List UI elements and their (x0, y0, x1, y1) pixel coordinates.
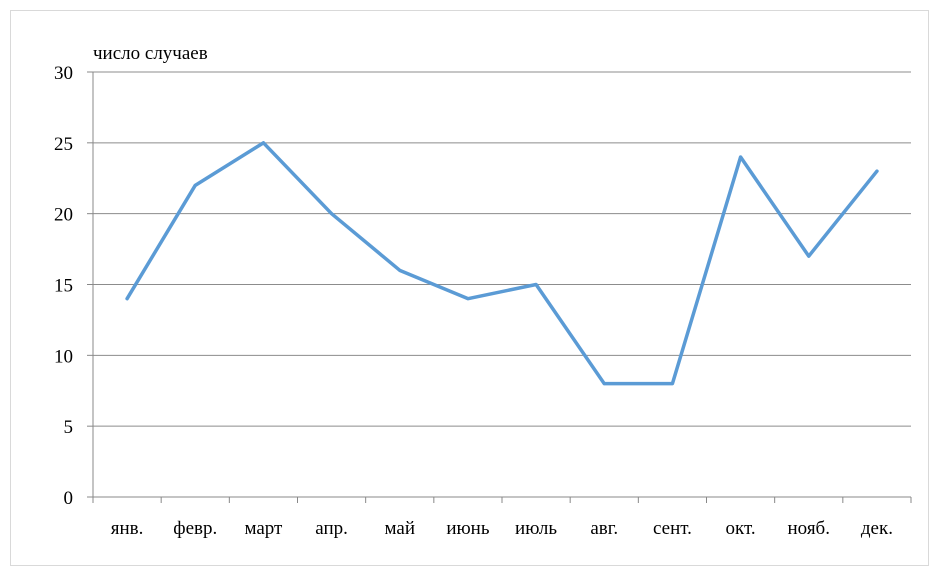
y-tick-label: 10 (54, 346, 73, 367)
y-tick-label: 15 (54, 276, 73, 297)
x-tick-label: март (244, 518, 283, 539)
x-tick-label: июнь (446, 518, 490, 539)
x-tick-label: июль (515, 518, 557, 539)
y-tick-label: 0 (64, 488, 74, 509)
data-point (261, 141, 265, 145)
x-tick-label: апр. (315, 518, 348, 539)
data-point (398, 268, 402, 272)
data-point (602, 382, 606, 386)
y-axis-tick-labels: 0 5 10 15 20 25 30 (54, 63, 73, 509)
x-axis-tick-labels: янв. февр. март апр. май июнь июль авг. сент. окт… (111, 518, 893, 539)
data-point (330, 212, 334, 216)
data-point (193, 183, 197, 187)
x-tick-label: янв. (111, 518, 144, 539)
x-tick-label: сент. (653, 518, 692, 539)
x-tick-label: февр. (173, 518, 217, 539)
y-axis-title: число случаев (93, 43, 208, 64)
x-tick-label: май (385, 518, 416, 539)
y-tick-label: 20 (54, 205, 73, 226)
data-point (466, 297, 470, 301)
x-tick-label: дек. (861, 518, 893, 539)
data-point (875, 169, 879, 173)
data-point (125, 297, 129, 301)
data-point (534, 283, 538, 286)
gridlines (87, 71, 912, 503)
x-tick-label: авг. (590, 518, 618, 539)
data-point (670, 382, 674, 386)
data-point (807, 254, 811, 258)
y-tick-label: 25 (54, 134, 73, 155)
y-tick-label: 30 (54, 63, 73, 84)
x-tick-label: нояб. (788, 518, 830, 539)
x-tick-label: окт. (726, 518, 756, 539)
series-line (125, 141, 879, 386)
data-point (739, 155, 743, 159)
series-group (125, 141, 879, 386)
y-tick-label: 5 (64, 417, 74, 438)
chart-frame (10, 10, 929, 566)
